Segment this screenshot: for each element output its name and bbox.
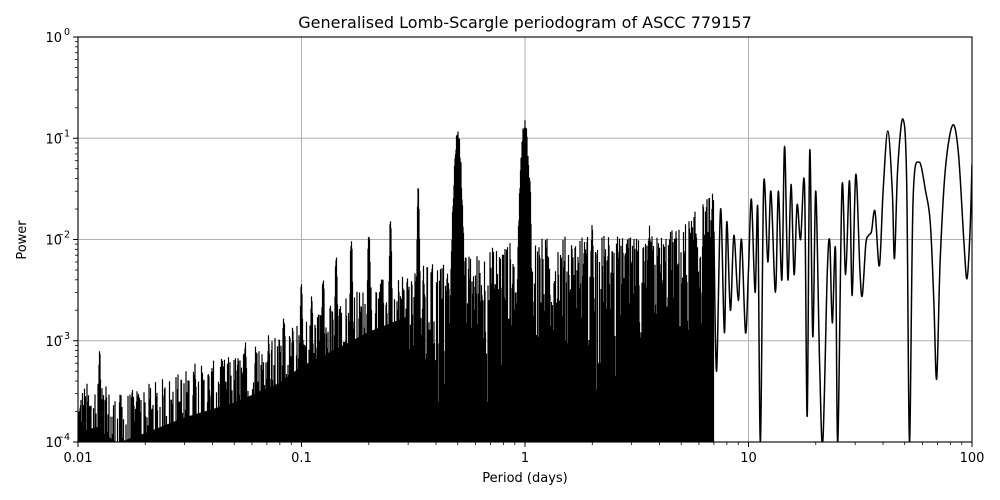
svg-text:−1: −1 (56, 128, 70, 139)
svg-text:−2: −2 (56, 230, 70, 241)
y-tick-label: 10 (45, 234, 62, 249)
chart-title: Generalised Lomb-Scargle periodogram of … (298, 13, 752, 32)
x-tick-label: 1 (521, 451, 529, 466)
x-tick-label: 0.01 (64, 451, 93, 466)
y-tick-label: 10 (45, 436, 62, 451)
x-axis: 0.01 0.1 1 10 100 (64, 442, 985, 466)
y-tick-label: 10 (45, 335, 62, 350)
x-tick-label: 100 (960, 451, 985, 466)
svg-text:−3: −3 (56, 331, 70, 342)
x-axis-label: Period (days) (482, 471, 568, 486)
svg-text:−4: −4 (56, 432, 70, 443)
periodogram-line (78, 118, 972, 442)
x-tick-label: 10 (740, 451, 757, 466)
y-tick-label: 10 (45, 31, 62, 46)
y-axis-label: Power (15, 220, 30, 260)
x-tick-label: 0.1 (291, 451, 312, 466)
y-axis: 10−410−310−210−110 0 (45, 27, 78, 451)
y-tick-label: 10 (45, 132, 62, 147)
svg-text:0: 0 (64, 27, 70, 38)
